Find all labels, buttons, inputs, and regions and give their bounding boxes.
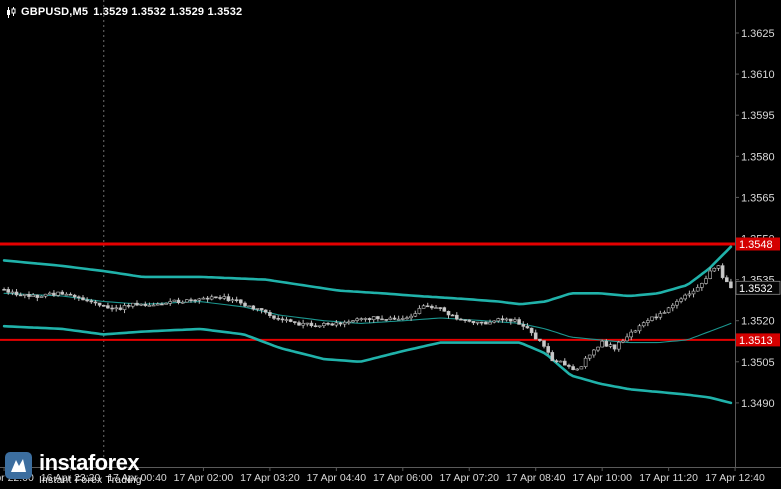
- svg-text:1.3490: 1.3490: [741, 398, 775, 410]
- svg-text:17 Apr 07:20: 17 Apr 07:20: [439, 472, 499, 484]
- svg-text:1.3565: 1.3565: [741, 192, 775, 204]
- symbol-name: GBPUSD,M5: [21, 6, 89, 18]
- svg-text:1.3520: 1.3520: [741, 316, 775, 328]
- svg-text:17 Apr 08:40: 17 Apr 08:40: [506, 472, 566, 484]
- svg-text:17 Apr 11:20: 17 Apr 11:20: [639, 472, 698, 484]
- watermark-tagline: Instant Forex Trading: [39, 475, 142, 486]
- candlestick-icon: [6, 6, 16, 18]
- svg-text:16 Apr 23:20: 16 Apr 23:20: [41, 472, 101, 484]
- svg-text:1.3532: 1.3532: [739, 283, 773, 295]
- svg-text:17 Apr 04:40: 17 Apr 04:40: [307, 472, 367, 484]
- svg-text:1.3625: 1.3625: [741, 28, 775, 40]
- svg-text:1.3610: 1.3610: [741, 69, 775, 81]
- svg-text:1.3595: 1.3595: [741, 110, 775, 122]
- symbol-ohlc-label: GBPUSD,M5 1.3529 1.3532 1.3529 1.3532: [6, 6, 242, 18]
- svg-text:1.3513: 1.3513: [739, 335, 773, 347]
- svg-text:1.3580: 1.3580: [741, 151, 775, 163]
- instaforex-logo-icon: [5, 452, 32, 479]
- svg-text:17 Apr 12:40: 17 Apr 12:40: [705, 472, 765, 484]
- svg-text:17 Apr 00:40: 17 Apr 00:40: [107, 472, 167, 484]
- watermark-brand: instaforex: [39, 450, 140, 475]
- svg-text:17 Apr 02:00: 17 Apr 02:00: [174, 472, 234, 484]
- ohlc-quotes: 1.3529 1.3532 1.3529 1.3532: [93, 6, 243, 18]
- svg-text:1.3505: 1.3505: [741, 357, 775, 369]
- svg-text:17 Apr 06:00: 17 Apr 06:00: [373, 472, 433, 484]
- svg-text:17 Apr 10:00: 17 Apr 10:00: [572, 472, 632, 484]
- instaforex-watermark: instaforex Instant Forex Trading: [5, 452, 142, 486]
- svg-text:1.3548: 1.3548: [739, 239, 773, 251]
- svg-text:17 Apr 03:20: 17 Apr 03:20: [240, 472, 300, 484]
